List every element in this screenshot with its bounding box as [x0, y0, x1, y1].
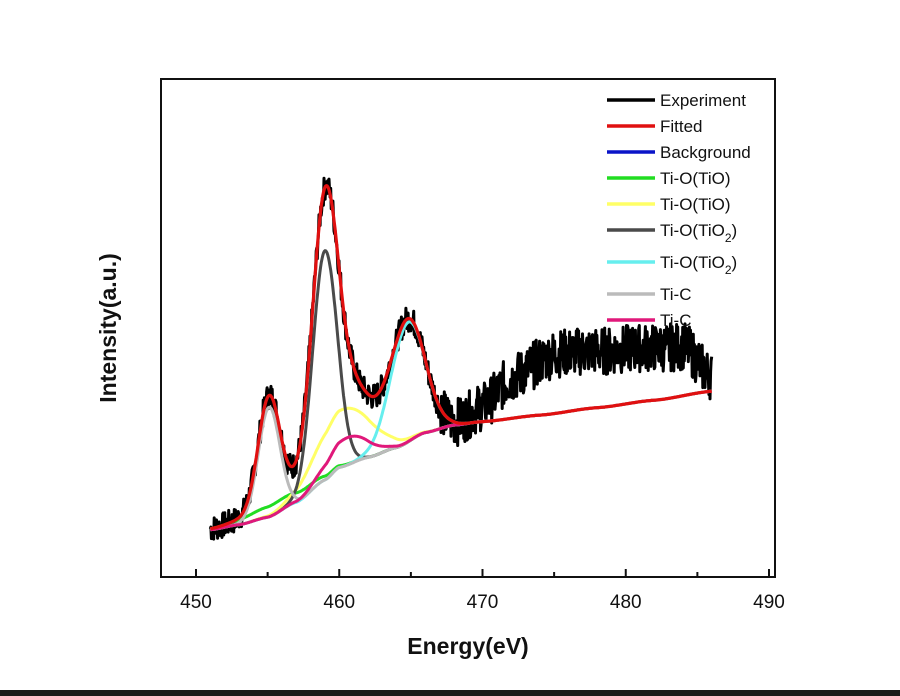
series-experiment — [208, 176, 714, 541]
x-tick-label: 480 — [610, 592, 642, 613]
x-tick-label: 470 — [467, 592, 499, 613]
x-tick-label: 450 — [180, 592, 212, 613]
series-fitted — [210, 183, 712, 531]
legend-item: Ti-O(TiO) — [607, 195, 731, 214]
legend-item: Ti-O(TiO2) — [607, 253, 737, 277]
legend-item: Fitted — [607, 117, 703, 136]
legend-item: Ti-O(TiO) — [607, 169, 731, 188]
x-tick-label: 490 — [753, 592, 785, 613]
x-tick-label: 460 — [323, 592, 355, 613]
legend-label: Fitted — [660, 117, 703, 136]
legend-label: Ti-C — [660, 311, 691, 330]
legend-item: Background — [607, 143, 751, 162]
bottom-border — [0, 690, 900, 696]
legend-label: Ti-O(TiO2) — [660, 253, 737, 277]
legend-label: Ti-C — [660, 285, 691, 304]
x-axis-ticks — [195, 569, 770, 577]
legend-label: Ti-O(TiO) — [660, 169, 731, 188]
curves-layer — [208, 176, 714, 541]
legend-item: Ti-C — [607, 285, 691, 304]
x-axis-tick-labels: 450 460 470 480 490 — [180, 592, 785, 613]
legend-label: Experiment — [660, 91, 746, 110]
x-axis-title: Energy(eV) — [407, 633, 528, 659]
legend-item: Ti-O(TiO2) — [607, 221, 737, 245]
legend-label: Background — [660, 143, 751, 162]
legend-label: Ti-O(TiO) — [660, 195, 731, 214]
legend-item: Ti-C — [607, 311, 691, 330]
legend: Experiment Fitted Background Ti-O(TiO) Ti-O(… — [607, 91, 751, 330]
legend-item: Experiment — [607, 91, 746, 110]
plot-frame — [160, 78, 776, 578]
legend-label: Ti-O(TiO2) — [660, 221, 737, 245]
y-axis-title: Intensity(a.u.) — [95, 253, 121, 403]
